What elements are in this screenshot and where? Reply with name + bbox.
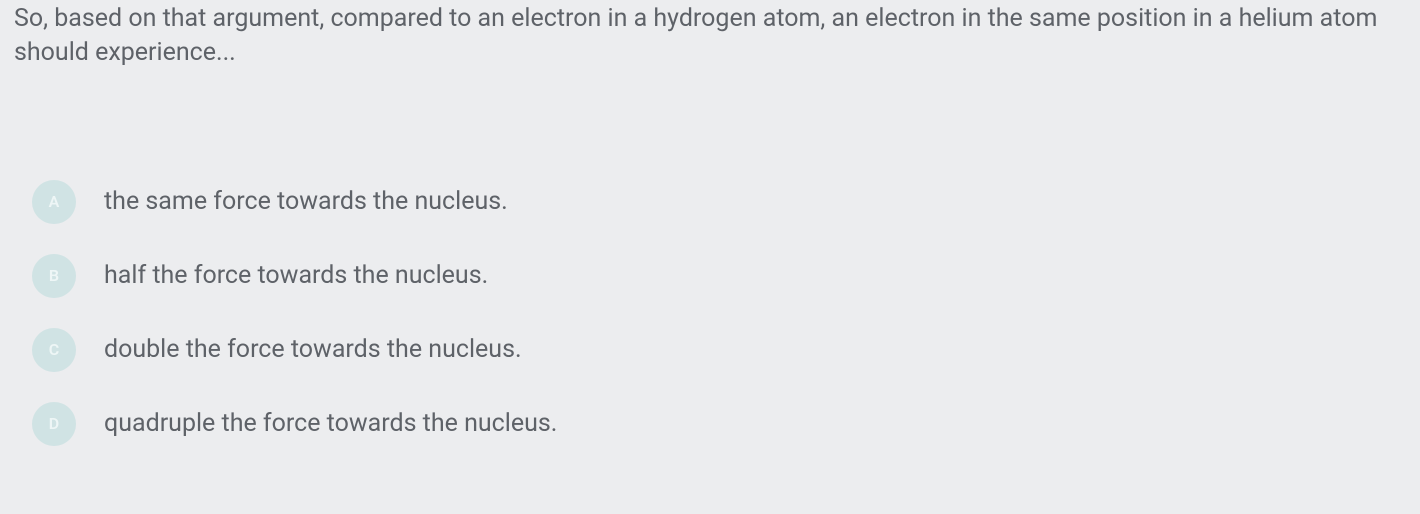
- answer-badge-a: A: [32, 180, 76, 224]
- answer-badge-d: D: [32, 402, 76, 446]
- answer-list: A the same force towards the nucleus. B …: [14, 180, 1406, 446]
- answer-badge-c: C: [32, 328, 76, 372]
- answer-badge-b: B: [32, 254, 76, 298]
- question-text: So, based on that argument, compared to …: [14, 0, 1406, 70]
- answer-text-b: half the force towards the nucleus.: [104, 261, 488, 290]
- answer-option-a[interactable]: A the same force towards the nucleus.: [32, 180, 1406, 224]
- answer-option-d[interactable]: D quadruple the force towards the nucleu…: [32, 402, 1406, 446]
- answer-option-c[interactable]: C double the force towards the nucleus.: [32, 328, 1406, 372]
- answer-text-c: double the force towards the nucleus.: [104, 335, 522, 364]
- answer-text-a: the same force towards the nucleus.: [104, 187, 508, 216]
- answer-option-b[interactable]: B half the force towards the nucleus.: [32, 254, 1406, 298]
- answer-text-d: quadruple the force towards the nucleus.: [104, 409, 557, 438]
